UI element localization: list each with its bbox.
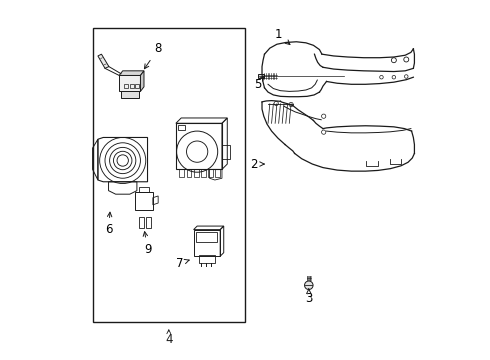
Text: 5: 5 (254, 76, 264, 91)
Text: 1: 1 (275, 28, 290, 45)
Bar (201, 169, 206, 177)
Polygon shape (98, 54, 109, 68)
Text: 9: 9 (143, 232, 151, 256)
Bar (208, 169, 213, 177)
Bar (194, 169, 198, 177)
Bar (146, 217, 151, 228)
Bar (130, 84, 134, 88)
Polygon shape (119, 71, 144, 76)
Polygon shape (121, 91, 139, 99)
Text: 7: 7 (176, 257, 189, 270)
Text: 2: 2 (250, 158, 264, 171)
Bar (196, 232, 218, 242)
Text: 3: 3 (305, 289, 313, 305)
Bar (215, 169, 220, 177)
Bar (258, 74, 265, 78)
Circle shape (305, 281, 313, 289)
Text: 6: 6 (105, 212, 112, 236)
Bar (222, 145, 230, 159)
Bar (179, 169, 184, 177)
Text: 4: 4 (165, 333, 172, 346)
Bar (93, 28, 245, 322)
Bar (139, 217, 145, 228)
Polygon shape (141, 71, 144, 91)
Bar (199, 256, 215, 263)
Text: 8: 8 (145, 42, 162, 69)
Bar (124, 84, 128, 88)
Polygon shape (119, 76, 141, 91)
Bar (187, 169, 192, 177)
Bar (135, 84, 139, 88)
Bar (178, 125, 185, 130)
